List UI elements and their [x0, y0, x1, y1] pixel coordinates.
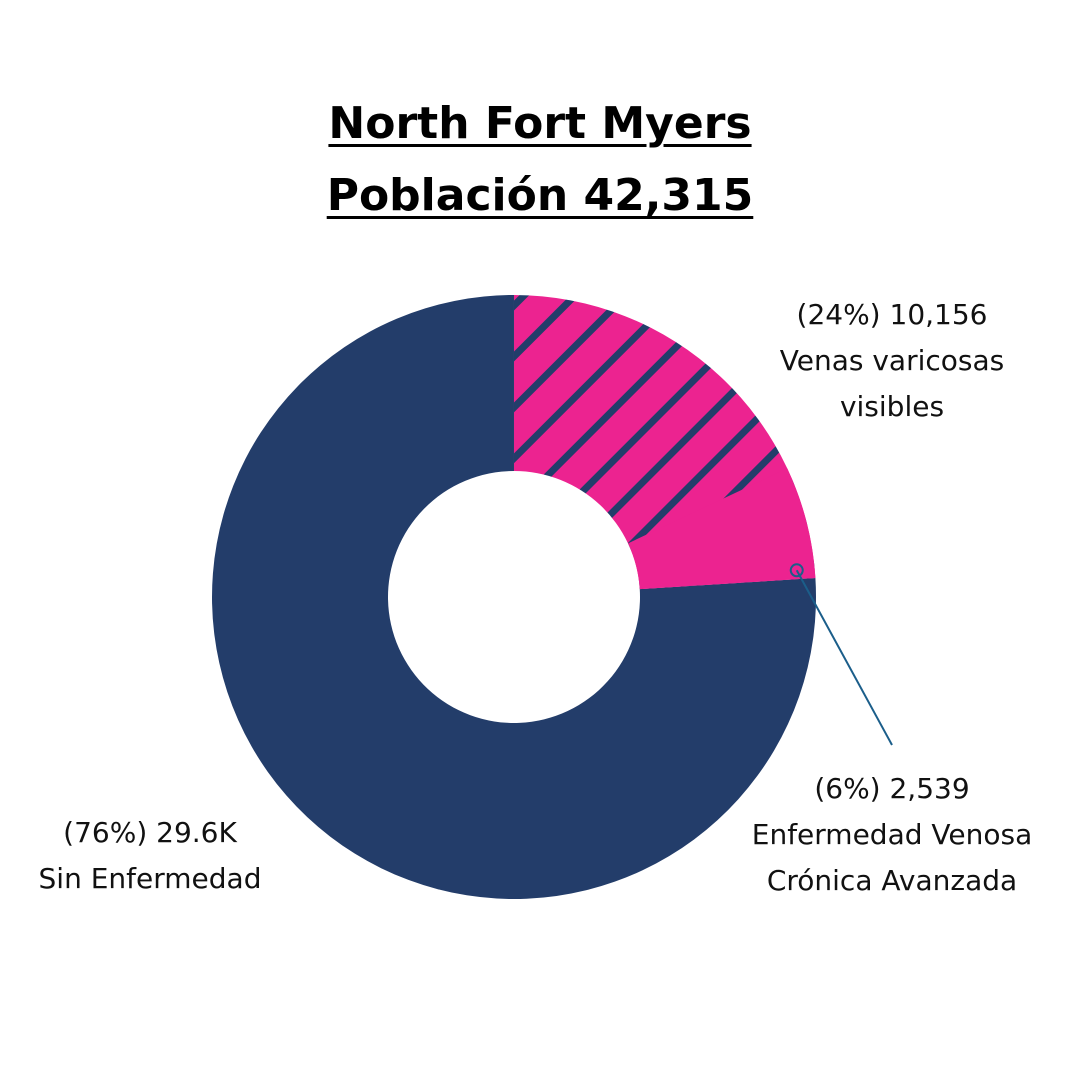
value-label: (24%) 10,156: [796, 298, 988, 331]
value-label: (6%) 2,539: [814, 772, 970, 805]
category-label: Venas varicosas visibles: [779, 344, 1005, 423]
label: (24%) 10,156 Venas varicosas visibles: [762, 292, 1022, 430]
leader-dot: [789, 563, 804, 578]
chart-title: North Fort Myers: [328, 98, 752, 149]
category-label: Sin Enfermedad: [38, 862, 262, 895]
category-label: Enfermedad Venosa Crónica Avanzada: [751, 818, 1033, 897]
leader-line: [795, 569, 893, 746]
label: (76%) 29.6K Sin Enfermedad: [15, 810, 285, 902]
label: (6%) 2,539 Enfermedad Venosa Crónica Ava…: [732, 766, 1052, 904]
chart-subtitle: Población 42,315: [326, 170, 754, 221]
slice: [628, 468, 816, 590]
value-label: (76%) 29.6K: [63, 816, 237, 849]
slice: [212, 295, 816, 899]
